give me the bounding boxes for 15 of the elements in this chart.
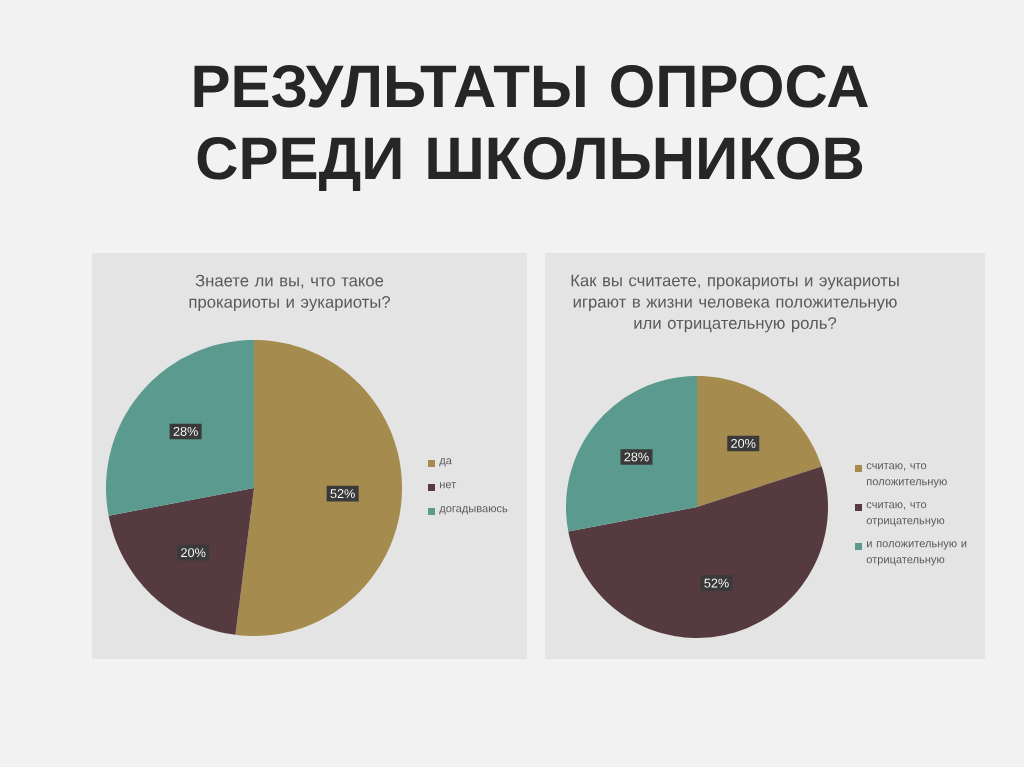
data-label: 20% — [731, 438, 756, 448]
data-label: 28% — [624, 452, 649, 462]
data-label: 52% — [330, 489, 355, 499]
chart-title: Знаете ли вы, что такое прокариоты и эукариоты? — [189, 274, 390, 312]
data-label: 28% — [173, 426, 198, 436]
chart-title: Как вы считаете, прокариоты и эукариоты играют в жизни человека положительную или отрицательную роль? — [571, 274, 899, 333]
legend-label: считаю, что отрицательную — [866, 502, 945, 527]
data-label: 52% — [704, 578, 729, 588]
data-label: 20% — [181, 548, 206, 558]
legend-label: да — [439, 458, 452, 467]
text: РЕЗУЛЬТАТЫ ОПРОСА СРЕДИ ШКОЛЬНИКОВ — [194, 65, 868, 191]
legend-label: и положительную и отрицательную — [866, 541, 967, 566]
legend-label: догадываюсь — [439, 506, 508, 515]
legend-label: считаю, что положительную — [866, 463, 947, 488]
legend-label: нет — [440, 482, 457, 489]
